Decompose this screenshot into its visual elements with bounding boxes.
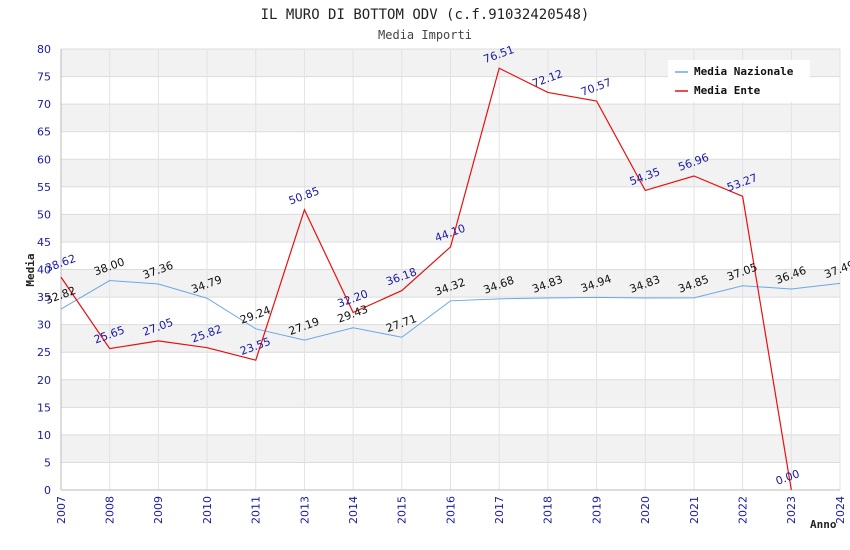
y-tick-label: 5 [44,456,51,469]
y-tick-label: 10 [37,429,51,442]
x-tick-label: 2023 [785,496,798,524]
series-line-media-nazionale [60,280,841,341]
y-tick-label: 55 [37,181,51,194]
y-tick-label: 40 [37,264,51,277]
chart-title: IL MURO DI BOTTOM ODV (c.f.91032420548) [261,7,590,23]
x-tick-label: 2020 [639,496,652,524]
y-axis-label: Media [24,253,37,286]
y-tick-label: 65 [37,126,51,139]
legend: Media Nazionale Media Ente [668,60,810,102]
x-tick-label: 2009 [152,496,165,524]
chart-subtitle: Media Importi [378,28,472,42]
y-tick-label: 80 [37,43,51,56]
x-tick-label: 2007 [55,496,68,524]
series-line-media-ente [60,67,792,491]
y-ticks: 0 5 10 15 20 25 30 35 40 45 50 55 60 65 70 75 80 [37,43,51,497]
y-tick-label: 25 [37,346,51,359]
y-tick-label: 30 [37,319,51,332]
y-tick-label: 0 [44,484,51,497]
y-tick-label: 45 [37,236,51,249]
x-tick-label: 2014 [347,496,360,524]
x-tick-label: 2008 [104,496,117,524]
y-tick-label: 60 [37,153,51,166]
y-tick-label: 35 [37,291,51,304]
y-tick-label: 70 [37,98,51,111]
x-tick-label: 2017 [493,496,506,524]
y-tick-label: 50 [37,208,51,221]
x-tick-label: 2018 [542,496,555,524]
x-ticks: 2007 2008 2009 2010 2011 2013 2014 2015 2016 2017… [55,496,847,524]
legend-label-media-ente: Media Ente [694,84,761,97]
x-tick-label: 2013 [298,496,311,524]
x-tick-label: 2016 [444,496,457,524]
gridlines [60,48,841,491]
x-tick-label: 2022 [736,496,749,524]
y-tick-label: 20 [37,374,51,387]
x-tick-label: 2021 [688,496,701,524]
legend-box [668,60,810,102]
legend-label-media-nazionale: Media Nazionale [694,65,794,78]
y-tick-label: 75 [37,71,51,84]
x-tick-label: 2011 [250,496,263,524]
y-tick-label: 15 [37,401,51,414]
x-tick-label: 2024 [834,496,847,524]
x-tick-label: 2015 [396,496,409,524]
x-tick-label: 2010 [201,496,214,524]
x-axis-label: Anno [810,518,837,531]
x-tick-label: 2019 [590,496,603,524]
series-lines [60,67,841,491]
